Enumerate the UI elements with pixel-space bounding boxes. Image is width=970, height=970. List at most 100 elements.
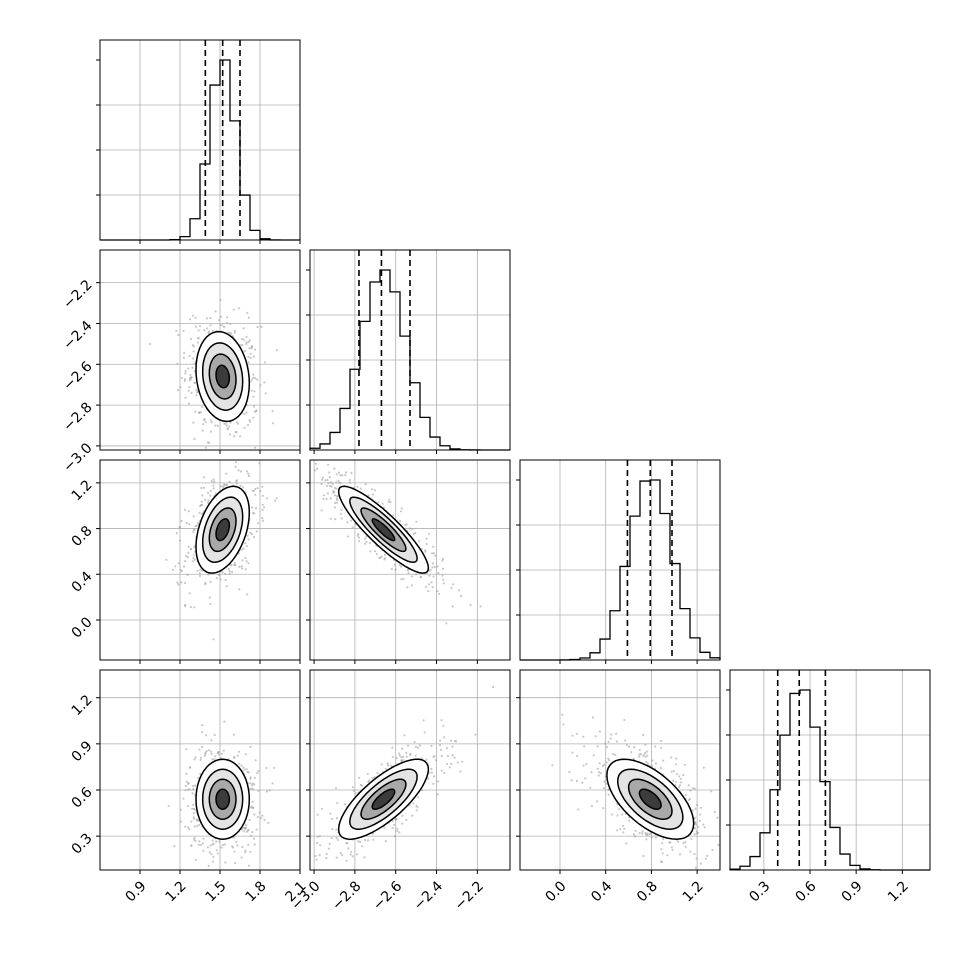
scatter-point bbox=[225, 424, 228, 427]
scatter-point bbox=[223, 843, 227, 846]
scatter-panel-2-1 bbox=[306, 459, 511, 664]
scatter-point bbox=[319, 844, 322, 847]
scatter-point bbox=[179, 820, 182, 823]
scatter-point bbox=[192, 515, 195, 518]
scatter-point bbox=[254, 507, 258, 510]
scatter-point bbox=[243, 768, 246, 771]
scatter-point bbox=[577, 808, 580, 811]
scatter-point bbox=[180, 581, 183, 584]
contour-line bbox=[627, 778, 673, 820]
scatter-point bbox=[244, 849, 247, 852]
scatter-point bbox=[233, 563, 236, 567]
scatter-point bbox=[176, 389, 180, 392]
scatter-point bbox=[675, 757, 678, 760]
scatter-point bbox=[325, 852, 328, 856]
scatter-point bbox=[384, 767, 387, 770]
scatter-point bbox=[589, 786, 592, 789]
scatter-point bbox=[253, 783, 256, 786]
scatter-point bbox=[185, 748, 188, 751]
x-tick-label: 1.2 bbox=[163, 878, 190, 905]
scatter-point bbox=[367, 494, 370, 497]
scatter-point bbox=[684, 845, 687, 849]
scatter-point bbox=[401, 814, 404, 818]
scatter-point bbox=[711, 848, 714, 852]
scatter-point bbox=[192, 812, 195, 815]
scatter-point bbox=[662, 759, 665, 762]
y-tick-label: −2.8 bbox=[60, 399, 95, 434]
scatter-point bbox=[706, 854, 709, 858]
scatter-point bbox=[235, 479, 239, 482]
scatter-point bbox=[250, 347, 253, 350]
scatter-point bbox=[221, 485, 224, 488]
scatter-point bbox=[316, 467, 319, 470]
scatter-point bbox=[335, 495, 338, 498]
density-fill bbox=[639, 789, 662, 810]
scatter-point bbox=[243, 426, 246, 429]
scatter-point bbox=[627, 745, 631, 748]
scatter-point bbox=[233, 756, 236, 760]
scatter-point bbox=[148, 342, 152, 346]
scatter-point bbox=[235, 482, 238, 485]
scatter-point bbox=[452, 583, 455, 586]
scatter-point bbox=[717, 843, 720, 847]
scatter-point bbox=[201, 724, 204, 727]
scatter-point bbox=[598, 771, 601, 774]
scatter-point bbox=[187, 826, 190, 829]
scatter-point bbox=[246, 424, 250, 427]
scatter-point bbox=[393, 835, 397, 838]
scatter-point bbox=[231, 570, 234, 574]
scatter-point bbox=[192, 817, 195, 820]
scatter-point bbox=[391, 746, 394, 749]
scatter-point bbox=[666, 854, 669, 857]
x-tick-label: 0.3 bbox=[746, 878, 773, 905]
scatter-point bbox=[192, 357, 195, 360]
scatter-point bbox=[348, 479, 351, 482]
scatter-point bbox=[650, 836, 653, 839]
scatter-point bbox=[235, 461, 238, 464]
scatter-point bbox=[443, 736, 446, 739]
scatter-point bbox=[203, 329, 206, 332]
scatter-point bbox=[371, 488, 374, 491]
contour-line bbox=[616, 768, 684, 830]
scatter-point bbox=[252, 806, 255, 810]
scatter-point bbox=[616, 814, 619, 817]
contour-line bbox=[360, 507, 407, 553]
scatter-point bbox=[183, 378, 187, 381]
scatter-point bbox=[176, 362, 179, 365]
scatter-point bbox=[596, 767, 600, 770]
scatter-point bbox=[329, 812, 332, 815]
scatter-point bbox=[621, 824, 625, 827]
scatter-point bbox=[192, 421, 195, 424]
scatter-point bbox=[360, 784, 363, 787]
scatter-point bbox=[242, 547, 245, 550]
scatter-point bbox=[193, 825, 196, 828]
scatter-point bbox=[248, 818, 251, 822]
scatter-point bbox=[188, 592, 191, 595]
scatter-point bbox=[602, 807, 605, 810]
scatter-point bbox=[437, 571, 440, 575]
scatter-point bbox=[229, 433, 232, 436]
scatter-point bbox=[253, 512, 256, 515]
y-tick-label: 1.2 bbox=[69, 477, 96, 504]
scatter-point bbox=[186, 573, 189, 577]
scatter-point bbox=[263, 381, 266, 384]
scatter-point bbox=[357, 840, 360, 843]
scatter-point bbox=[613, 753, 617, 757]
scatter-point bbox=[661, 852, 664, 855]
scatter-point bbox=[413, 740, 416, 744]
scatter-point bbox=[251, 831, 254, 834]
scatter-point bbox=[455, 740, 458, 743]
scatter-point bbox=[437, 780, 440, 783]
scatter-point bbox=[373, 489, 377, 492]
scatter-point bbox=[226, 427, 229, 430]
scatter-point bbox=[197, 337, 200, 340]
scatter-point bbox=[212, 487, 215, 490]
scatter-point bbox=[618, 808, 621, 811]
scatter-point bbox=[327, 463, 330, 466]
scatter-panel-2-0: 0.0 0.4 0.8 1.2 bbox=[69, 459, 301, 664]
scatter-point bbox=[236, 422, 240, 425]
scatter-point bbox=[180, 570, 183, 573]
scatter-point bbox=[406, 586, 409, 589]
scatter-point bbox=[408, 527, 411, 530]
scatter-point bbox=[445, 747, 448, 750]
